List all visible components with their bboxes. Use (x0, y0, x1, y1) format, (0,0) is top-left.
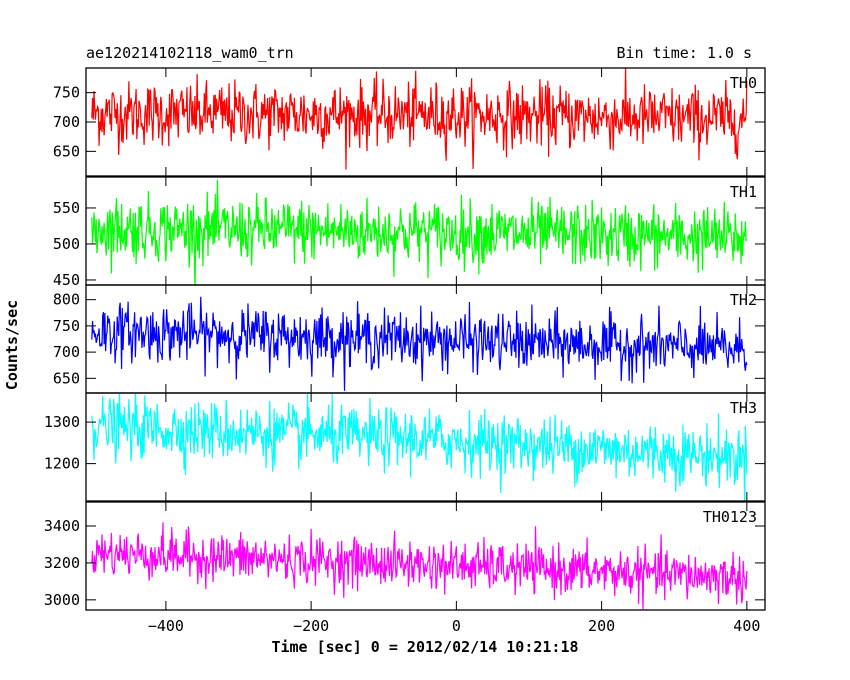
panel-label-th2: TH2 (730, 291, 757, 309)
series-line-th0 (91, 68, 748, 170)
bin-time-label: Bin time: 1.0 s (616, 44, 752, 62)
y-tick-label: 700 (53, 113, 80, 131)
x-tick-label: 400 (733, 617, 760, 635)
y-tick-label: 1200 (44, 455, 80, 473)
y-tick-label: 3400 (44, 517, 80, 535)
series-line-th3 (91, 393, 748, 501)
panel-frame (85, 501, 766, 611)
y-tick-label: 550 (53, 199, 80, 217)
x-axis-label: Time [sec] 0 = 2012/02/14 10:21:18 (271, 638, 579, 656)
panel-frame (85, 392, 766, 502)
x-tick-label: 200 (588, 617, 615, 635)
y-tick-label: 3000 (44, 591, 80, 609)
panel-label-th1: TH1 (730, 183, 757, 201)
series-line-th2 (91, 296, 748, 391)
x-tick-label: 0 (452, 617, 461, 635)
y-tick-label: 3200 (44, 554, 80, 572)
x-tick-label: −400 (148, 617, 184, 635)
y-tick-label: 450 (53, 271, 80, 289)
y-tick-label: 750 (53, 317, 80, 335)
x-tick-label: −200 (293, 617, 329, 635)
series-line-th0123 (91, 522, 748, 610)
y-tick-label: 800 (53, 291, 80, 309)
chart-title: ae120214102118_wam0_trn (86, 44, 294, 62)
y-tick-label: 650 (53, 369, 80, 387)
y-axis-label: Counts/sec (3, 299, 21, 391)
panel-label-th0: TH0 (730, 74, 757, 92)
y-tick-label: 1300 (44, 413, 80, 431)
y-tick-label: 750 (53, 84, 80, 102)
panel-label-th3: TH3 (730, 399, 757, 417)
y-tick-label: 700 (53, 343, 80, 361)
series-line-th1 (91, 179, 748, 285)
y-tick-label: 500 (53, 235, 80, 253)
panel-label-th0123: TH0123 (703, 508, 757, 526)
panel-frame (85, 67, 766, 177)
y-tick-label: 650 (53, 142, 80, 160)
